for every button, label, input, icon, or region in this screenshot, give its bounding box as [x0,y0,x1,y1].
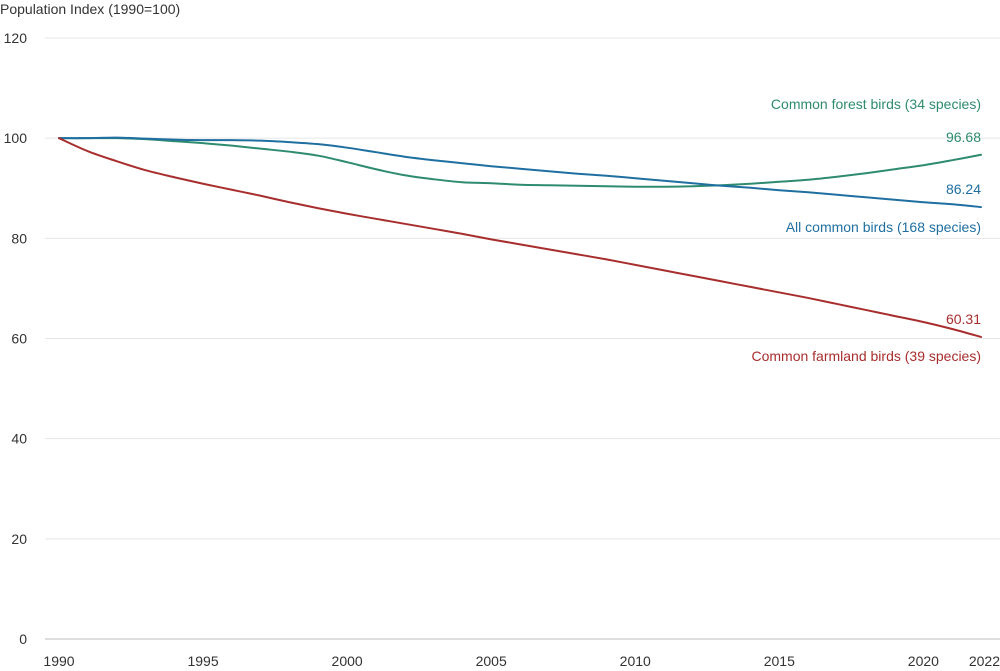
series-line-forest [58,137,982,188]
grid-lines [45,37,1000,640]
x-tick-label: 2010 [620,653,651,669]
y-axis-title: Population Index (1990=100) [0,1,180,17]
series-label-all-common: All common birds (168 species) [786,219,981,235]
series-line-farmland [58,137,982,338]
series-label-farmland: Common farmland birds (39 species) [751,348,981,364]
y-tick-label: 120 [4,30,28,46]
series-label-forest: Common forest birds (34 species) [771,96,981,112]
y-tick-label: 100 [4,130,28,146]
series-labels: Common forest birds (34 species) 96.68 All… [751,96,981,364]
y-tick-labels: 0 20 40 60 80 100 120 [4,30,28,647]
end-value-label-farmland: 60.31 [946,311,981,327]
end-value-label-all-common: 86.24 [946,181,981,197]
y-tick-label: 40 [11,431,27,447]
x-tick-label: 2020 [908,653,939,669]
x-tick-label: 1995 [187,653,218,669]
y-tick-label: 80 [11,230,27,246]
x-tick-labels: 1990 1995 2000 2005 2010 2015 2020 2022 [43,653,1000,669]
y-tick-label: 0 [19,631,27,647]
y-tick-label: 20 [11,531,27,547]
x-tick-label: 2022 [969,653,1000,669]
x-tick-label: 2000 [332,653,363,669]
x-tick-label: 2015 [764,653,795,669]
x-tick-label: 1990 [43,653,74,669]
series-line-all-common [58,136,982,209]
x-tick-label: 2005 [476,653,507,669]
end-value-label-forest: 96.68 [946,129,981,145]
y-tick-label: 60 [11,331,27,347]
series-lines [58,136,982,338]
